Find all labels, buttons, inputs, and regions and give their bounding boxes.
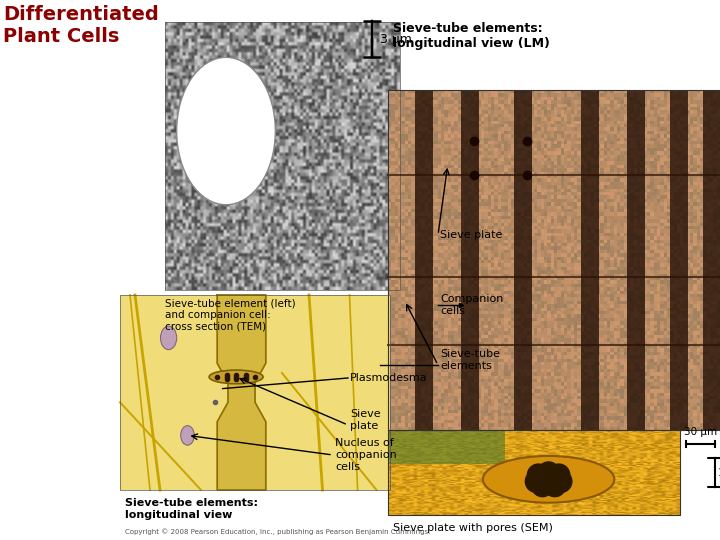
Bar [120,295,390,490]
Bar [415,90,433,430]
Bar [703,90,720,430]
Text: Copyright © 2008 Pearson Education, Inc., publishing as Pearson Benjamin Cumming: Copyright © 2008 Pearson Education, Inc.… [125,528,431,535]
Text: Sieve-tube
elements: Sieve-tube elements [440,349,500,371]
Circle shape [549,470,572,493]
Ellipse shape [181,426,194,445]
Text: Nucleus of
companion
cells: Nucleus of companion cells [335,438,397,471]
Text: Plasmodesma: Plasmodesma [350,373,428,383]
Circle shape [525,470,548,493]
Circle shape [527,463,550,487]
Bar [627,90,645,430]
Bar [461,90,480,430]
Text: Differentiated
Plant Cells: Differentiated Plant Cells [3,5,158,46]
Text: Sieve plate: Sieve plate [440,230,503,240]
Text: Sieve-tube element (left)
and companion cell:
cross section (TEM): Sieve-tube element (left) and companion … [165,298,296,331]
Circle shape [531,474,554,497]
Text: 10 μm: 10 μm [718,468,720,477]
Ellipse shape [483,456,614,503]
Text: Sieve
plate: Sieve plate [350,409,381,431]
Bar [514,90,532,430]
Circle shape [547,463,570,487]
Ellipse shape [161,326,176,349]
Text: Companion
cells: Companion cells [440,294,503,316]
Text: Sieve-tube elements:
longitudinal view: Sieve-tube elements: longitudinal view [125,498,258,519]
Bar [120,295,390,490]
Circle shape [537,461,560,484]
Circle shape [537,468,560,491]
Text: 3 μm: 3 μm [380,32,412,45]
Ellipse shape [209,370,263,384]
Bar [580,90,599,430]
Text: Sieve plate with pores (SEM): Sieve plate with pores (SEM) [393,523,553,533]
Ellipse shape [176,57,275,205]
Circle shape [543,474,567,497]
Bar [388,430,505,464]
Text: 30 μm: 30 μm [684,427,717,437]
Bar [165,22,400,290]
Text: Sieve-tube elements:
longitudinal view (LM): Sieve-tube elements: longitudinal view (… [393,22,550,50]
Bar [388,90,720,430]
Bar [670,90,688,430]
Bar [388,430,680,515]
Polygon shape [217,295,266,490]
